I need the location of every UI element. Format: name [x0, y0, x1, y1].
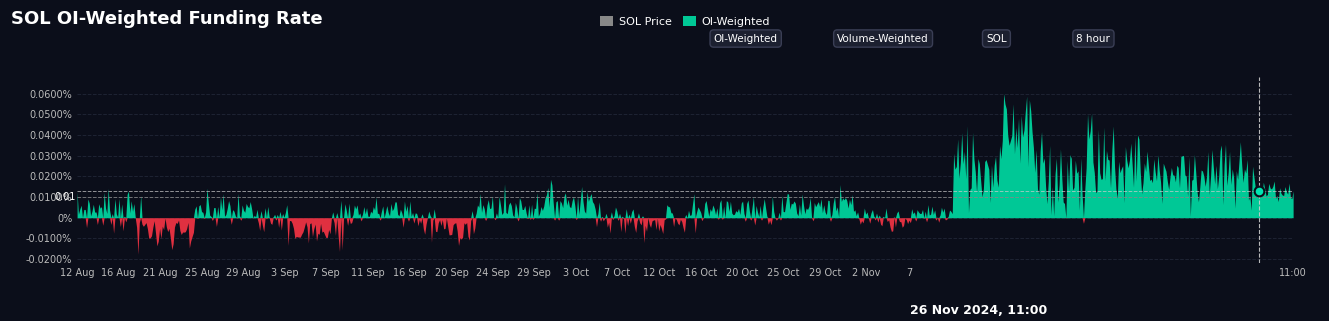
Text: 26 Nov 2024, 11:00: 26 Nov 2024, 11:00 [910, 304, 1047, 317]
Text: OI-Weighted: OI-Weighted [714, 33, 777, 44]
Legend: SOL Price, OI-Weighted: SOL Price, OI-Weighted [595, 12, 775, 31]
Text: SOL OI-Weighted Funding Rate: SOL OI-Weighted Funding Rate [11, 10, 322, 28]
Text: Volume-Weighted: Volume-Weighted [837, 33, 929, 44]
Text: SOL: SOL [986, 33, 1007, 44]
Text: 8 hour: 8 hour [1076, 33, 1110, 44]
Text: 0.01: 0.01 [54, 192, 76, 202]
